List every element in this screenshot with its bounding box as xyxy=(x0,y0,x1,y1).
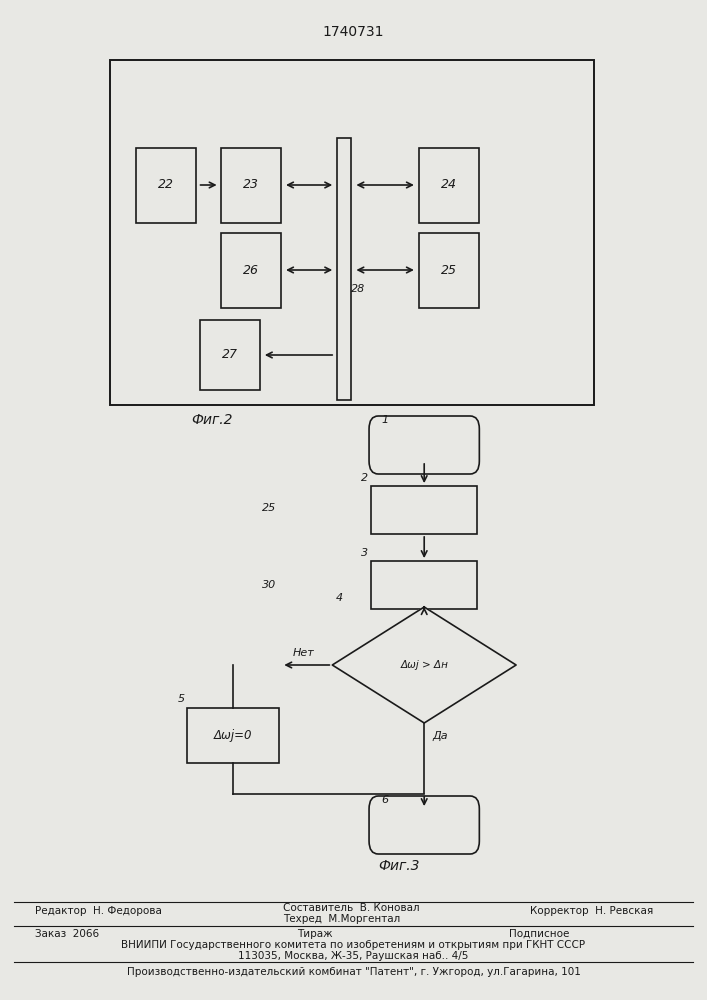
Bar xyxy=(371,486,477,534)
Bar xyxy=(419,147,479,223)
Text: Производственно-издательский комбинат "Патент", г. Ужгород, ул.Гагарина, 101: Производственно-издательский комбинат "П… xyxy=(127,967,580,977)
Text: Фиг.3: Фиг.3 xyxy=(379,859,420,873)
Text: 22: 22 xyxy=(158,178,174,192)
Bar xyxy=(371,561,477,609)
Text: 2: 2 xyxy=(361,473,368,483)
Text: 1740731: 1740731 xyxy=(323,25,384,39)
Text: 25: 25 xyxy=(441,263,457,276)
FancyBboxPatch shape xyxy=(369,796,479,854)
Bar xyxy=(136,147,197,223)
Polygon shape xyxy=(332,607,516,723)
Text: 3: 3 xyxy=(361,548,368,558)
Bar xyxy=(200,320,260,390)
Text: Составитель  В. Коновал: Составитель В. Коновал xyxy=(283,903,419,913)
Text: Тираж: Тираж xyxy=(297,929,332,939)
Text: Δωj > Δн: Δωj > Δн xyxy=(400,660,448,670)
Text: Фиг.2: Фиг.2 xyxy=(192,413,233,427)
Text: Техред  М.Моргентал: Техред М.Моргентал xyxy=(283,914,400,924)
Text: Заказ  2066: Заказ 2066 xyxy=(35,929,100,939)
Text: ВНИИПИ Государственного комитета по изобретениям и открытиям при ГКНТ СССР: ВНИИПИ Государственного комитета по изоб… xyxy=(122,940,585,950)
Text: 4: 4 xyxy=(336,593,343,603)
Text: 30: 30 xyxy=(262,580,276,590)
Text: Δωj=0: Δωj=0 xyxy=(214,728,252,742)
Text: 25: 25 xyxy=(262,503,276,513)
Text: Корректор  Н. Ревская: Корректор Н. Ревская xyxy=(530,906,653,916)
Text: 28: 28 xyxy=(351,284,366,294)
Text: 23: 23 xyxy=(243,178,259,192)
Text: 1: 1 xyxy=(382,415,389,425)
Bar xyxy=(221,232,281,308)
Bar xyxy=(221,147,281,223)
Text: 24: 24 xyxy=(441,178,457,192)
Bar xyxy=(110,60,594,405)
Bar xyxy=(337,138,351,400)
Text: 27: 27 xyxy=(222,349,238,361)
Text: 5: 5 xyxy=(177,694,185,704)
Bar xyxy=(187,708,279,762)
Bar xyxy=(419,232,479,308)
Text: 26: 26 xyxy=(243,263,259,276)
FancyBboxPatch shape xyxy=(369,416,479,474)
Text: Подписное: Подписное xyxy=(509,929,569,939)
Text: 6: 6 xyxy=(382,795,389,805)
Text: Да: Да xyxy=(433,731,448,741)
Text: 113035, Москва, Ж-35, Раушская наб.. 4/5: 113035, Москва, Ж-35, Раушская наб.. 4/5 xyxy=(238,951,469,961)
Text: Редактор  Н. Федорова: Редактор Н. Федорова xyxy=(35,906,162,916)
Text: Нет: Нет xyxy=(293,648,315,658)
